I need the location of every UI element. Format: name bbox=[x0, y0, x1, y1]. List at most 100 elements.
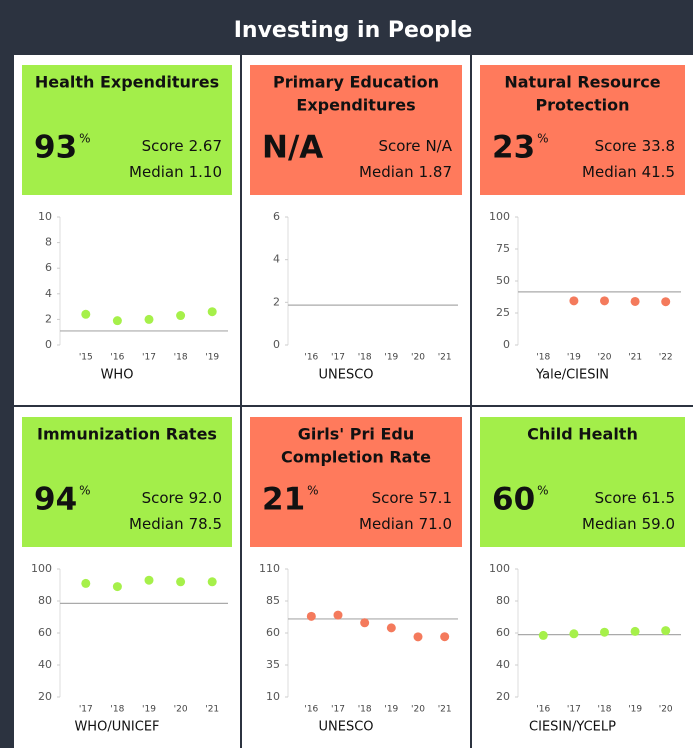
x-tick-label: '22 bbox=[659, 353, 673, 363]
data-point bbox=[144, 575, 154, 585]
dashboard-title: Investing in People bbox=[234, 18, 473, 43]
data-point bbox=[630, 296, 640, 306]
median-value: 59.0 bbox=[642, 515, 675, 533]
median: Median 59.0 bbox=[582, 515, 675, 533]
median-label: Median bbox=[359, 515, 414, 533]
data-point bbox=[440, 632, 450, 642]
data-point bbox=[569, 629, 579, 639]
y-tick-label: 10 bbox=[266, 690, 280, 703]
percent: 93 bbox=[34, 130, 77, 166]
percent-unit: % bbox=[79, 484, 90, 498]
score: Score 92.0 bbox=[142, 489, 222, 507]
median: Median 1.10 bbox=[129, 163, 222, 181]
median-value: 78.5 bbox=[189, 515, 222, 533]
percent: 60 bbox=[492, 482, 535, 518]
x-tick-label: '20 bbox=[598, 353, 612, 363]
x-tick-label: '19 bbox=[205, 353, 219, 363]
panel-title: Health Expenditures bbox=[35, 73, 219, 92]
x-tick-label: '20 bbox=[411, 353, 425, 363]
x-tick-label: '18 bbox=[174, 353, 188, 363]
percent-unit: % bbox=[79, 132, 90, 146]
data-point bbox=[661, 626, 671, 636]
x-tick-label: '16 bbox=[110, 353, 124, 363]
data-point bbox=[630, 626, 640, 636]
y-tick-label: 0 bbox=[45, 338, 52, 351]
percent: 23 bbox=[492, 130, 535, 166]
y-tick-label: 2 bbox=[45, 312, 52, 325]
data-point bbox=[207, 577, 217, 587]
y-tick-label: 20 bbox=[38, 690, 52, 703]
data-point bbox=[569, 296, 579, 306]
source: Yale/CIESIN bbox=[535, 368, 609, 383]
percent: 21 bbox=[262, 482, 305, 518]
status-box bbox=[22, 65, 232, 195]
score-label: Score bbox=[142, 489, 184, 507]
score: Score N/A bbox=[378, 137, 452, 155]
median-label: Median bbox=[582, 515, 637, 533]
x-tick-label: '18 bbox=[110, 705, 124, 715]
status-box bbox=[480, 417, 685, 547]
percent: 94 bbox=[34, 482, 77, 518]
data-point bbox=[81, 578, 91, 588]
panel-title: Immunization Rates bbox=[37, 425, 217, 444]
score-label: Score bbox=[595, 137, 637, 155]
x-tick-label: '21 bbox=[438, 353, 452, 363]
x-tick-label: '16 bbox=[304, 705, 318, 715]
median: Median 41.5 bbox=[582, 163, 675, 181]
y-tick-label: 4 bbox=[273, 253, 280, 266]
y-tick-label: 40 bbox=[38, 658, 52, 671]
x-tick-label: '17 bbox=[331, 705, 345, 715]
data-point bbox=[112, 316, 122, 326]
data-point bbox=[600, 627, 609, 637]
y-tick-label: 60 bbox=[38, 626, 52, 639]
percent: N/A bbox=[262, 130, 323, 166]
status-box bbox=[22, 417, 232, 547]
y-tick-label: 25 bbox=[496, 306, 510, 319]
x-tick-label: '18 bbox=[358, 353, 372, 363]
x-tick-label: '21 bbox=[205, 705, 219, 715]
score-value: 57.1 bbox=[419, 489, 452, 507]
percent-unit: % bbox=[537, 484, 548, 498]
x-tick-label: '20 bbox=[174, 705, 188, 715]
x-tick-label: '21 bbox=[628, 353, 642, 363]
y-tick-label: 80 bbox=[496, 594, 510, 607]
median-value: 71.0 bbox=[419, 515, 452, 533]
source: CIESIN/YCELP bbox=[529, 720, 616, 735]
y-tick-label: 110 bbox=[259, 562, 280, 575]
data-point bbox=[81, 309, 91, 319]
data-point bbox=[144, 314, 154, 324]
panel-title: Protection bbox=[535, 96, 629, 115]
y-tick-label: 80 bbox=[38, 594, 52, 607]
x-tick-label: '18 bbox=[358, 705, 372, 715]
median-label: Median bbox=[582, 163, 637, 181]
y-tick-label: 40 bbox=[496, 658, 510, 671]
score-value: 92.0 bbox=[189, 489, 222, 507]
data-point bbox=[207, 307, 217, 317]
score-label: Score bbox=[372, 489, 414, 507]
median-value: 1.87 bbox=[419, 163, 452, 181]
x-tick-label: '21 bbox=[438, 705, 452, 715]
x-tick-label: '20 bbox=[411, 705, 425, 715]
y-tick-label: 4 bbox=[45, 287, 52, 300]
y-tick-label: 100 bbox=[489, 210, 510, 223]
y-tick-label: 6 bbox=[45, 261, 52, 274]
y-tick-label: 0 bbox=[273, 338, 280, 351]
panel-title: Natural Resource bbox=[504, 73, 660, 92]
median-label: Median bbox=[129, 163, 184, 181]
y-tick-label: 75 bbox=[496, 242, 510, 255]
status-box bbox=[480, 65, 685, 195]
median: Median 1.87 bbox=[359, 163, 452, 181]
y-tick-label: 100 bbox=[31, 562, 52, 575]
median: Median 71.0 bbox=[359, 515, 452, 533]
x-tick-label: '16 bbox=[536, 705, 550, 715]
panel-title: Girls' Pri Edu bbox=[298, 425, 414, 444]
median-value: 1.10 bbox=[189, 163, 222, 181]
score-label: Score bbox=[378, 137, 420, 155]
y-tick-label: 50 bbox=[496, 274, 510, 287]
source: WHO/UNICEF bbox=[74, 720, 159, 735]
score-value: N/A bbox=[425, 137, 452, 155]
y-tick-label: 100 bbox=[489, 562, 510, 575]
score: Score 57.1 bbox=[372, 489, 452, 507]
data-point bbox=[176, 311, 186, 321]
